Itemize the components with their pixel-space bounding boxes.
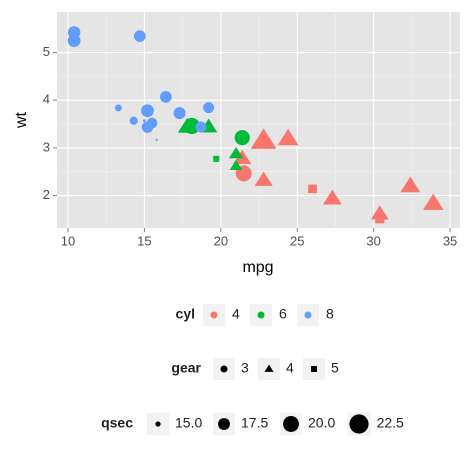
point: [213, 155, 220, 162]
y-tick-label: 5: [43, 44, 50, 59]
legend-swatch: [264, 364, 274, 372]
point: [203, 102, 215, 114]
point: [173, 107, 186, 120]
legend-label: 15.0: [175, 415, 202, 431]
point: [129, 116, 138, 125]
point: [308, 184, 317, 194]
legend-swatch: [304, 311, 312, 319]
y-tick-label: 4: [43, 92, 50, 107]
x-tick-label: 25: [290, 233, 304, 248]
point: [177, 117, 197, 133]
legend-title: gear: [171, 360, 201, 376]
legend-title: qsec: [101, 415, 133, 431]
legend-label: 17.5: [241, 415, 268, 431]
x-axis-label: mpg: [242, 259, 273, 276]
x-tick-label: 30: [366, 233, 380, 248]
point: [195, 121, 207, 133]
legend-swatch: [210, 311, 218, 319]
point: [254, 171, 273, 186]
legend-swatch: [283, 416, 299, 432]
legend-swatch: [257, 311, 265, 319]
legend-swatch: [155, 421, 161, 427]
legend-label: 4: [286, 360, 294, 376]
point: [67, 26, 81, 39]
legend-label: 3: [241, 360, 249, 376]
point: [141, 121, 154, 133]
point: [250, 128, 277, 149]
x-tick-label: 20: [214, 233, 228, 248]
legend-label: 22.5: [377, 415, 404, 431]
legend-swatch: [218, 418, 230, 430]
point: [143, 119, 146, 123]
legend-label: 8: [326, 306, 334, 322]
legend-title: cyl: [176, 306, 195, 322]
point: [234, 130, 250, 146]
point: [422, 193, 444, 210]
point: [115, 104, 122, 112]
legend-swatch: [311, 366, 317, 372]
x-tick-label: 15: [137, 233, 151, 248]
point: [141, 104, 154, 118]
point: [229, 159, 243, 170]
legend-label: 4: [232, 306, 240, 322]
y-axis-label: wt: [13, 111, 30, 129]
point: [159, 91, 172, 103]
legend-swatch: [220, 365, 228, 373]
point: [277, 128, 299, 146]
y-tick-label: 2: [43, 187, 50, 202]
legend-label: 6: [279, 306, 287, 322]
point: [323, 189, 342, 205]
x-tick-label: 10: [61, 233, 75, 248]
point: [375, 214, 385, 224]
x-tick-label: 35: [443, 233, 457, 248]
point: [133, 30, 146, 42]
legend-label: 5: [331, 360, 339, 376]
legend-label: 20.0: [308, 415, 335, 431]
point: [400, 176, 421, 193]
legend-swatch: [349, 414, 369, 434]
point: [155, 138, 158, 141]
y-tick-label: 3: [43, 139, 50, 154]
panel: [57, 12, 460, 228]
point: [228, 147, 244, 159]
